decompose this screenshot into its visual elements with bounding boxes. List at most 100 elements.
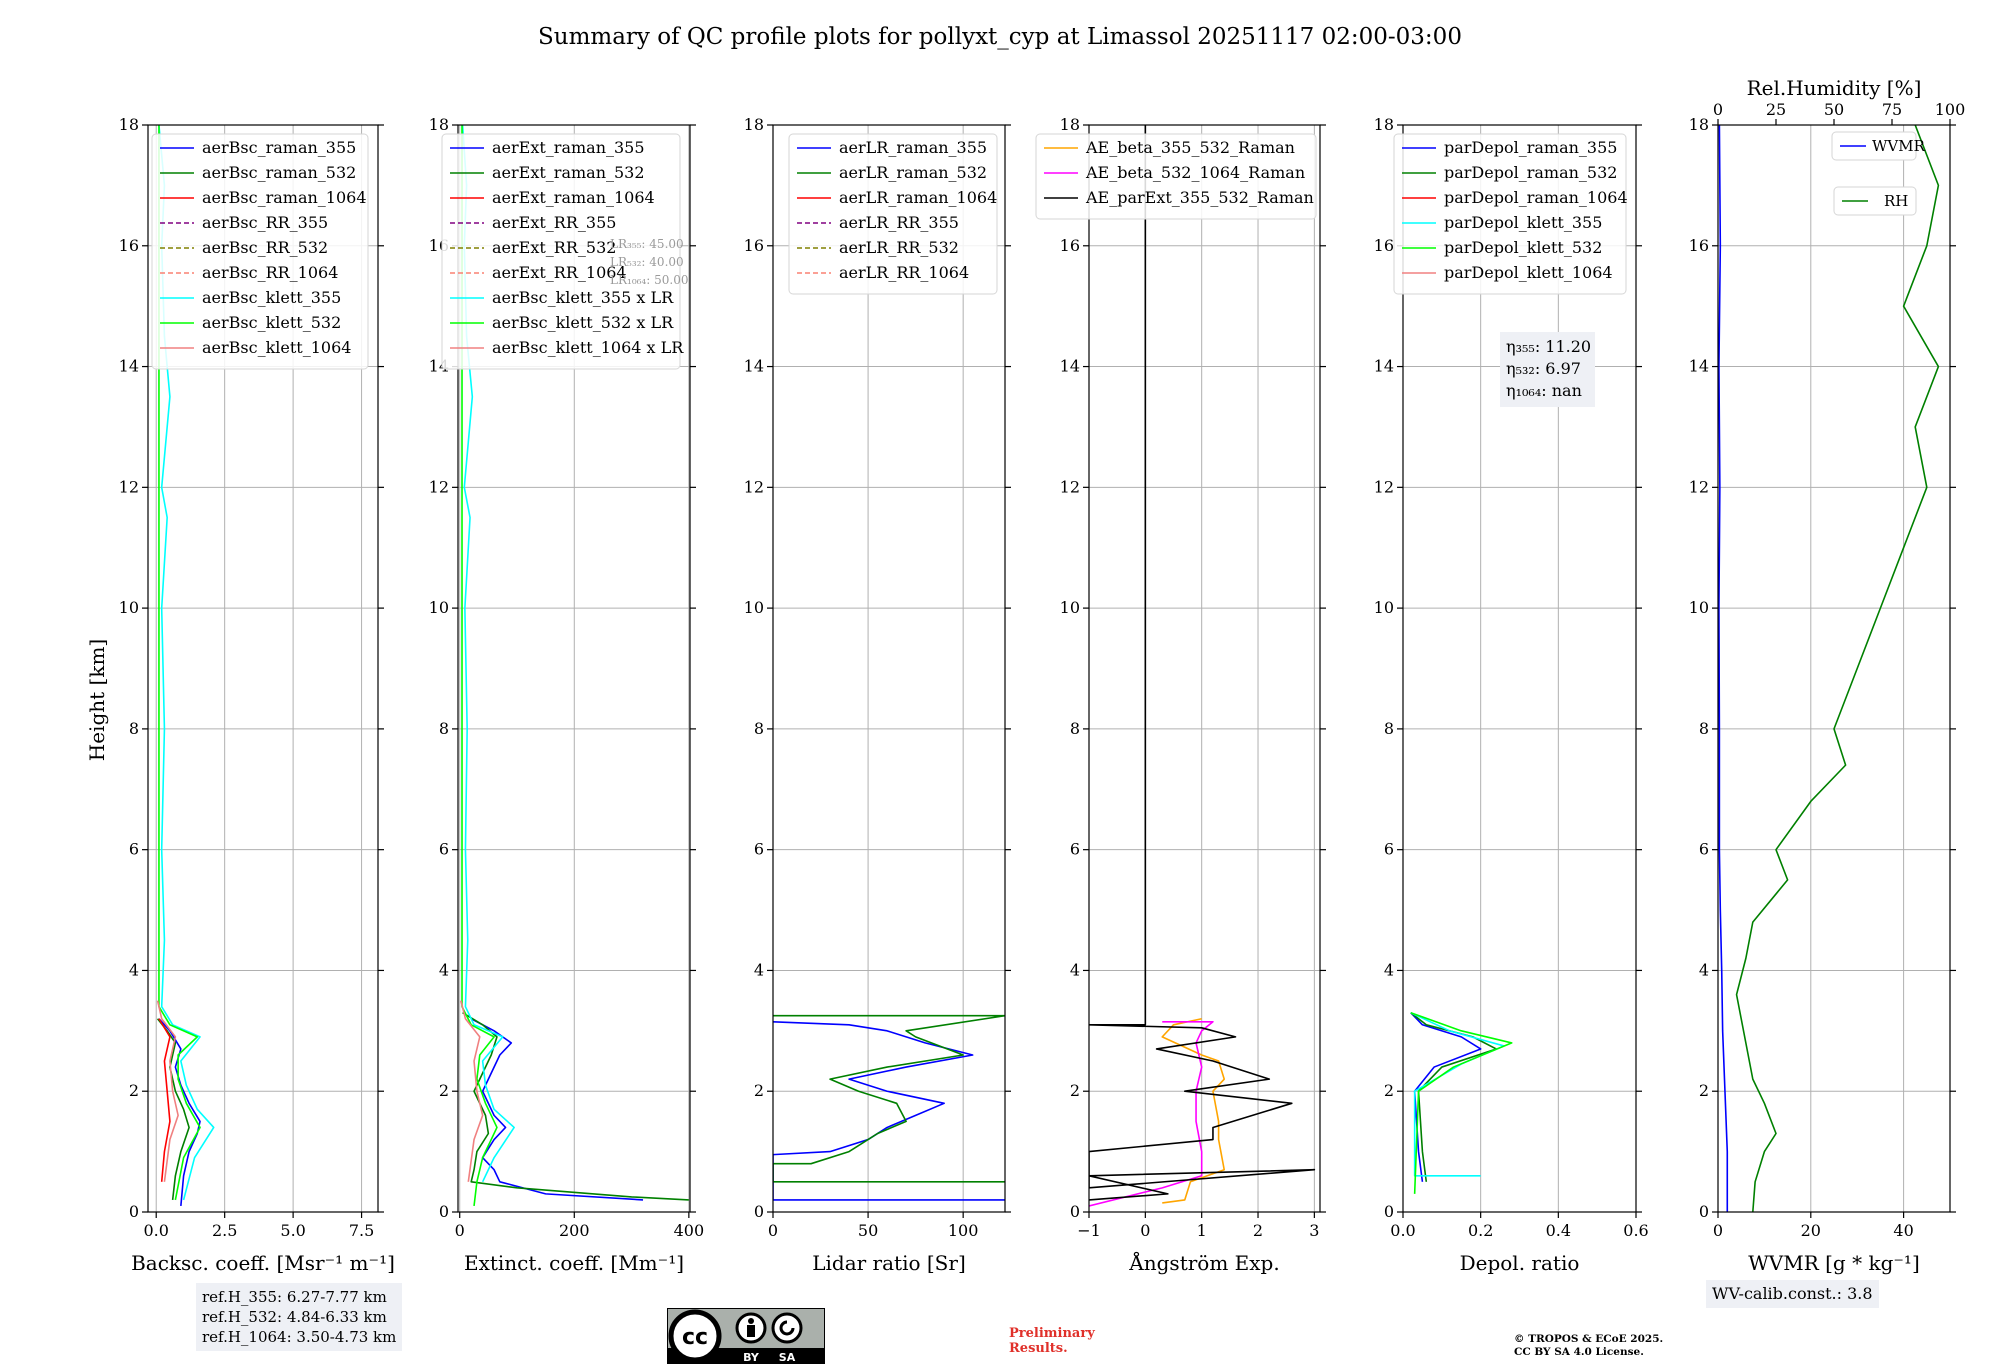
legend-label-aerBsc_klett_355 x LR: aerBsc_klett_355 x LR xyxy=(492,288,674,307)
x-tick-label-ae-1: 0 xyxy=(1140,1221,1150,1240)
series-aerExt_raman_532 xyxy=(462,1012,689,1201)
legend-label-parDepol_klett_1064: parDepol_klett_1064 xyxy=(1444,263,1613,282)
y-tick-label-bsc-3: 6 xyxy=(129,840,139,859)
y-tick-label-wv-1: 2 xyxy=(1699,1081,1709,1100)
lr-note-2: LR₁₀₆₄: 50.00 xyxy=(610,273,688,287)
cc-icon-text: cc xyxy=(682,1325,708,1350)
x-tick-label-wv-2: 40 xyxy=(1893,1221,1913,1240)
y-tick-label-lr-8: 16 xyxy=(744,236,764,255)
ref-height-532: ref.H_532: 4.84-6.33 km xyxy=(202,1308,387,1326)
y-tick-label-ae-6: 12 xyxy=(1060,477,1080,496)
legend-ext: aerExt_raman_355 aerExt_raman_532 aerExt_r… xyxy=(441,133,684,370)
y-tick-label-lr-4: 8 xyxy=(754,719,764,738)
y-tick-label-lr-7: 14 xyxy=(744,357,764,376)
legend-frame-wvmr xyxy=(1831,131,1917,161)
y-tick-label-wv-4: 8 xyxy=(1699,719,1709,738)
axes-frame-depol xyxy=(1402,124,1637,1213)
y-tick-label-depol-8: 16 xyxy=(1374,236,1394,255)
series-parDepol_raman_532 xyxy=(1410,1012,1497,1182)
ref-height-355: ref.H_355: 6.27-7.77 km xyxy=(202,1288,387,1306)
legend-label-WVMR: WVMR xyxy=(1872,137,1926,155)
x-tick-label-depol-2: 0.4 xyxy=(1546,1221,1571,1240)
legend-label-aerExt_RR_355: aerExt_RR_355 xyxy=(492,213,616,232)
series-parDepol_raman_355 xyxy=(1410,1012,1482,1182)
series-aerBsc_klett_532 x LR xyxy=(461,125,498,1207)
legend-label-AE_beta_532_1064_Raman: AE_beta_532_1064_Raman xyxy=(1085,163,1305,182)
legend-label-aerBsc_klett_355: aerBsc_klett_355 xyxy=(202,288,341,307)
x-tick-label-lr-0: 0 xyxy=(768,1221,778,1240)
legend-label-aerBsc_klett_532 x LR: aerBsc_klett_532 x LR xyxy=(492,313,674,332)
legend-label-aerExt_raman_1064: aerExt_raman_1064 xyxy=(492,188,655,207)
x-tick-label-ext-0: 0 xyxy=(455,1221,465,1240)
legend-frame-depol xyxy=(1393,133,1627,295)
y-tick-label-ae-7: 14 xyxy=(1060,357,1080,376)
y-tick-label-bsc-9: 18 xyxy=(119,115,139,134)
y-tick-label-wv-7: 14 xyxy=(1689,357,1709,376)
y-tick-label-wv-5: 10 xyxy=(1689,598,1709,617)
series-aerBsc_raman_355 xyxy=(158,1018,201,1207)
axes-frame-lr xyxy=(772,124,1006,1213)
top-x-tick-label-wv-4: 100 xyxy=(1935,100,1966,119)
series-aerBsc_raman_1064 xyxy=(158,1018,171,1182)
y-tick-label-ext-3: 6 xyxy=(439,840,449,859)
x-axis-label-wv: WVMR [g * kg⁻¹] xyxy=(1748,1251,1920,1275)
y-tick-label-lr-1: 2 xyxy=(754,1081,764,1100)
legend-label-aerBsc_raman_1064: aerBsc_raman_1064 xyxy=(202,188,367,207)
series-group-depol xyxy=(1410,1011,1513,1194)
y-tick-label-ext-4: 8 xyxy=(439,719,449,738)
top-x-tick-label-wv-3: 75 xyxy=(1882,100,1902,119)
series-aerExt_raman_355 xyxy=(470,1018,644,1201)
legend-bsc: aerBsc_raman_355 aerBsc_raman_532 aerBsc_r… xyxy=(151,133,369,370)
series-parDepol_klett_532 xyxy=(1410,1011,1513,1194)
series-AE_parExt_355_532_Raman xyxy=(1089,125,1316,1201)
axes-frame-bsc xyxy=(147,124,379,1213)
legend-label-aerBsc_klett_1064 x LR: aerBsc_klett_1064 x LR xyxy=(492,338,684,357)
preliminary-line-2: Results. xyxy=(1009,1341,1068,1356)
legend-label-aerExt_RR_1064: aerExt_RR_1064 xyxy=(492,263,627,282)
y-tick-label-wv-6: 12 xyxy=(1689,477,1709,496)
x-tick-label-wv-1: 20 xyxy=(1801,1221,1821,1240)
legend-rh: RH xyxy=(1833,186,1917,216)
eta-line-1: η₅₃₂: 6.97 xyxy=(1506,359,1581,378)
y-tick-label-wv-9: 18 xyxy=(1689,115,1709,134)
series-group-wv xyxy=(1718,125,1940,1212)
series-group-lr xyxy=(773,1014,1005,1201)
y-tick-label-ext-0: 0 xyxy=(439,1202,449,1221)
axes-frame-wv xyxy=(1717,124,1951,1213)
y-axis-label: Height [km] xyxy=(85,639,109,761)
legend-depol: parDepol_raman_355 parDepol_raman_532 parD… xyxy=(1393,133,1628,295)
y-tick-label-depol-3: 6 xyxy=(1384,840,1394,859)
legend-frame-lr xyxy=(788,133,998,295)
x-tick-label-ae-2: 1 xyxy=(1197,1221,1207,1240)
x-tick-label-bsc-0: 0.0 xyxy=(143,1221,168,1240)
legend-frame-bsc xyxy=(151,133,369,370)
by-label: BY xyxy=(743,1351,760,1364)
by-icon-body xyxy=(747,1325,755,1337)
eta-line-2: η₁₀₆₄: nan xyxy=(1506,381,1582,400)
x-tick-label-wv-0: 0 xyxy=(1713,1221,1723,1240)
series-aerBsc_raman_532 xyxy=(156,1018,190,1201)
legend-label-AE_parExt_355_532_Raman: AE_parExt_355_532_Raman xyxy=(1085,188,1314,207)
ref-heights-box: ref.H_355: 6.27-7.77 km ref.H_532: 4.84-… xyxy=(196,1283,403,1351)
legend-label-parDepol_klett_532: parDepol_klett_532 xyxy=(1444,238,1602,257)
series-aerLR_raman_355 xyxy=(773,1020,1005,1201)
sa-icon xyxy=(771,1312,803,1344)
legend-label-aerBsc_raman_532: aerBsc_raman_532 xyxy=(202,163,356,182)
y-tick-label-wv-0: 0 xyxy=(1699,1202,1709,1221)
legend-label-RH: RH xyxy=(1884,192,1908,210)
y-tick-label-ext-1: 2 xyxy=(439,1081,449,1100)
y-tick-label-lr-9: 18 xyxy=(744,115,764,134)
y-tick-label-ae-1: 2 xyxy=(1070,1081,1080,1100)
y-tick-label-depol-9: 18 xyxy=(1374,115,1394,134)
legend-wvmr: WVMR xyxy=(1831,131,1926,161)
series-aerBsc_klett_1064 xyxy=(156,1000,179,1182)
y-tick-label-bsc-1: 2 xyxy=(129,1081,139,1100)
series-AE_beta_532_1064_Raman xyxy=(1089,1020,1214,1207)
x-tick-label-bsc-3: 7.5 xyxy=(349,1221,374,1240)
legend-label-aerBsc_RR_1064: aerBsc_RR_1064 xyxy=(202,263,338,282)
x-tick-label-depol-1: 0.2 xyxy=(1468,1221,1493,1240)
y-tick-label-bsc-0: 0 xyxy=(129,1202,139,1221)
legend-label-aerLR_raman_1064: aerLR_raman_1064 xyxy=(839,188,997,207)
